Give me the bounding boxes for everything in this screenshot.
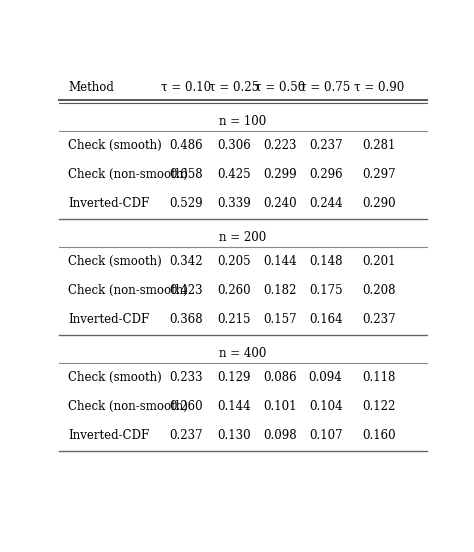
Text: τ = 0.10: τ = 0.10 (161, 81, 211, 94)
Text: Check (non-smooth): Check (non-smooth) (68, 400, 188, 413)
Text: 0.297: 0.297 (362, 168, 396, 181)
Text: 0.086: 0.086 (263, 371, 296, 384)
Text: 0.122: 0.122 (362, 400, 395, 413)
Text: 0.129: 0.129 (217, 371, 250, 384)
Text: 0.423: 0.423 (169, 284, 203, 297)
Text: 0.130: 0.130 (217, 429, 251, 442)
Text: 0.164: 0.164 (309, 312, 342, 326)
Text: 0.281: 0.281 (362, 139, 395, 152)
Text: 0.244: 0.244 (309, 197, 342, 210)
Text: 0.260: 0.260 (169, 400, 203, 413)
Text: 0.260: 0.260 (217, 284, 251, 297)
Text: 0.144: 0.144 (263, 255, 296, 268)
Text: 0.215: 0.215 (217, 312, 250, 326)
Text: 0.290: 0.290 (362, 197, 396, 210)
Text: n = 200: n = 200 (219, 231, 266, 244)
Text: τ = 0.25: τ = 0.25 (209, 81, 259, 94)
Text: Check (smooth): Check (smooth) (68, 371, 162, 384)
Text: Check (non-smooth): Check (non-smooth) (68, 284, 188, 297)
Text: 0.240: 0.240 (263, 197, 296, 210)
Text: 0.157: 0.157 (263, 312, 296, 326)
Text: 0.237: 0.237 (362, 312, 396, 326)
Text: τ = 0.90: τ = 0.90 (354, 81, 404, 94)
Text: τ = 0.50: τ = 0.50 (255, 81, 305, 94)
Text: 0.237: 0.237 (309, 139, 342, 152)
Text: 0.306: 0.306 (217, 139, 251, 152)
Text: Method: Method (68, 81, 114, 94)
Text: 0.233: 0.233 (169, 371, 203, 384)
Text: 0.148: 0.148 (309, 255, 342, 268)
Text: 0.160: 0.160 (362, 429, 396, 442)
Text: n = 100: n = 100 (219, 115, 266, 128)
Text: Check (smooth): Check (smooth) (68, 255, 162, 268)
Text: 0.182: 0.182 (263, 284, 296, 297)
Text: Check (non-smooth): Check (non-smooth) (68, 168, 188, 181)
Text: 0.368: 0.368 (169, 312, 203, 326)
Text: Inverted-CDF: Inverted-CDF (68, 429, 150, 442)
Text: 0.107: 0.107 (309, 429, 342, 442)
Text: 0.101: 0.101 (263, 400, 296, 413)
Text: 0.296: 0.296 (309, 168, 342, 181)
Text: 0.339: 0.339 (217, 197, 251, 210)
Text: 0.144: 0.144 (217, 400, 251, 413)
Text: 0.098: 0.098 (263, 429, 296, 442)
Text: 0.205: 0.205 (217, 255, 251, 268)
Text: 0.175: 0.175 (309, 284, 342, 297)
Text: 0.237: 0.237 (169, 429, 203, 442)
Text: 0.094: 0.094 (309, 371, 342, 384)
Text: 0.299: 0.299 (263, 168, 296, 181)
Text: 0.201: 0.201 (362, 255, 396, 268)
Text: τ = 0.75: τ = 0.75 (301, 81, 351, 94)
Text: 0.658: 0.658 (169, 168, 203, 181)
Text: 0.425: 0.425 (217, 168, 251, 181)
Text: 0.223: 0.223 (263, 139, 296, 152)
Text: 0.104: 0.104 (309, 400, 342, 413)
Text: 0.486: 0.486 (169, 139, 203, 152)
Text: Check (smooth): Check (smooth) (68, 139, 162, 152)
Text: Inverted-CDF: Inverted-CDF (68, 197, 150, 210)
Text: n = 400: n = 400 (219, 347, 266, 360)
Text: 0.118: 0.118 (362, 371, 395, 384)
Text: 0.208: 0.208 (362, 284, 396, 297)
Text: Inverted-CDF: Inverted-CDF (68, 312, 150, 326)
Text: 0.342: 0.342 (169, 255, 203, 268)
Text: 0.529: 0.529 (169, 197, 203, 210)
